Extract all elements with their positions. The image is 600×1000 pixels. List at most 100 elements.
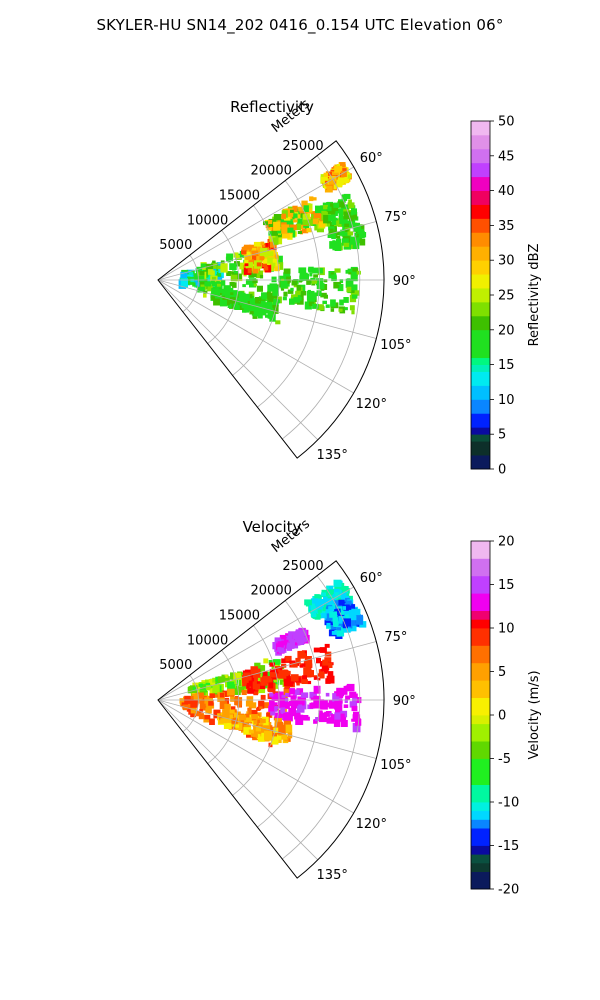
- reflectivity-echo-cell: [252, 279, 258, 284]
- velocity-echo-cell: [277, 697, 286, 708]
- velocity-echo-cell: [350, 625, 357, 632]
- reflectivity-echo-cell: [267, 219, 273, 224]
- reflectivity-echo-cell: [217, 265, 223, 270]
- velocity-echo-cell: [244, 688, 248, 692]
- velocity-echo-cell: [331, 631, 337, 635]
- velocity-echo-cell: [283, 670, 289, 677]
- reflectivity-range-ring: [281, 155, 361, 440]
- velocity-echo-cell: [290, 662, 295, 668]
- reflectivity-echo-cell: [267, 257, 274, 264]
- velocity-echo-cell: [222, 690, 229, 698]
- velocity-echo-cell: [276, 673, 283, 679]
- reflectivity-colorbar-segment: [471, 357, 490, 365]
- velocity-echo-cell: [333, 622, 339, 628]
- velocity-range-ring: [281, 575, 361, 860]
- reflectivity-echo-cell: [233, 271, 239, 276]
- reflectivity-echo-cell: [252, 266, 259, 274]
- reflectivity-echo-cell: [332, 240, 336, 244]
- velocity-echo-cell: [323, 596, 329, 605]
- reflectivity-echo-cell: [355, 224, 362, 230]
- reflectivity-echo-cell: [258, 297, 262, 301]
- velocity-echo-cell: [328, 662, 333, 668]
- reflectivity-echo-cell: [316, 283, 325, 290]
- reflectivity-echo-cell: [252, 247, 257, 253]
- reflectivity-echo-cell: [205, 263, 214, 272]
- velocity-colorbar-segment: [471, 828, 490, 846]
- reflectivity-echo-cell: [347, 174, 352, 179]
- reflectivity-echo-cell: [250, 261, 257, 268]
- velocity-echo-cell: [343, 618, 351, 627]
- velocity-echo-cell: [268, 682, 274, 689]
- velocity-echo-cell: [256, 681, 260, 684]
- reflectivity-echo-cell: [248, 259, 254, 265]
- velocity-colorbar-segment: [471, 784, 490, 803]
- velocity-echo-cell: [269, 699, 275, 707]
- reflectivity-echo-cell: [289, 224, 297, 231]
- velocity-echo-cell: [283, 720, 291, 726]
- velocity-echo-cell: [275, 712, 280, 717]
- reflectivity-echo-cell: [232, 302, 239, 307]
- reflectivity-echo-cell: [263, 221, 268, 226]
- velocity-echo-cell: [338, 599, 345, 606]
- reflectivity-echo-cell: [344, 223, 349, 228]
- reflectivity-echo-cell: [351, 284, 358, 293]
- reflectivity-echo-cell: [340, 229, 345, 234]
- velocity-echo-cell: [310, 603, 316, 609]
- reflectivity-echo-cell: [299, 275, 304, 281]
- reflectivity-echo-cell: [320, 292, 327, 298]
- velocity-echo-cell: [315, 702, 323, 709]
- reflectivity-range-label: 15000: [219, 189, 260, 204]
- reflectivity-echo-cell: [225, 299, 230, 305]
- reflectivity-echo-cell: [356, 270, 361, 275]
- reflectivity-echo-cell: [233, 252, 239, 258]
- reflectivity-echo-cell: [210, 296, 215, 300]
- velocity-echo-cell: [235, 711, 241, 716]
- reflectivity-echo-cell: [341, 231, 348, 237]
- velocity-echo-cell: [241, 689, 247, 695]
- reflectivity-echo-cell: [332, 276, 337, 280]
- velocity-echo-cell: [240, 719, 245, 725]
- reflectivity-echo-cell: [260, 241, 265, 246]
- reflectivity-colorbar-tick-label: 15: [498, 358, 515, 373]
- reflectivity-echo-cell: [246, 262, 254, 269]
- velocity-echo-cell: [200, 699, 204, 703]
- reflectivity-colorbar-tick-label: 40: [498, 184, 515, 199]
- velocity-echo-cell: [256, 708, 261, 711]
- velocity-echo-cell: [209, 718, 215, 725]
- reflectivity-echo-cell: [272, 288, 279, 296]
- velocity-echo-cell: [279, 647, 284, 654]
- velocity-colorbar-label: Velocity (m/s): [527, 670, 542, 759]
- velocity-echo-cell: [294, 712, 301, 720]
- velocity-echo-cell: [296, 682, 300, 686]
- velocity-echo-cell: [332, 693, 340, 702]
- velocity-echo-cell: [233, 672, 242, 680]
- reflectivity-echo-cell: [217, 271, 222, 277]
- velocity-echo-cell: [198, 683, 203, 687]
- velocity-echo-cell: [258, 725, 266, 735]
- velocity-echo-cell: [318, 615, 322, 619]
- reflectivity-echo-cell: [245, 251, 251, 257]
- reflectivity-echo-cell: [302, 214, 310, 222]
- reflectivity-echo-cell: [260, 247, 268, 258]
- velocity-echo-cell: [293, 689, 300, 695]
- velocity-echo-cell: [205, 707, 212, 714]
- velocity-colorbar-segment: [471, 645, 490, 664]
- velocity-echo-cell: [297, 630, 302, 635]
- velocity-echo-cell: [332, 617, 339, 624]
- reflectivity-echo-cell: [244, 263, 249, 267]
- reflectivity-echo-cell: [337, 284, 344, 292]
- velocity-echo-cell: [273, 727, 279, 733]
- reflectivity-echo-cell: [323, 279, 328, 283]
- reflectivity-echo-cell: [268, 296, 273, 301]
- reflectivity-echo-cell: [298, 267, 307, 274]
- velocity-echo-cell: [279, 691, 284, 697]
- velocity-echo-cell: [313, 647, 321, 653]
- velocity-echo-cell: [222, 709, 230, 719]
- reflectivity-echo-cell: [288, 220, 294, 228]
- velocity-echo-cell: [336, 626, 345, 637]
- reflectivity-echo-cell: [330, 308, 335, 312]
- reflectivity-echo-cell: [220, 260, 225, 264]
- reflectivity-echo-cell: [243, 304, 251, 312]
- velocity-echo-cell: [319, 647, 327, 653]
- velocity-echo-cell: [281, 734, 288, 740]
